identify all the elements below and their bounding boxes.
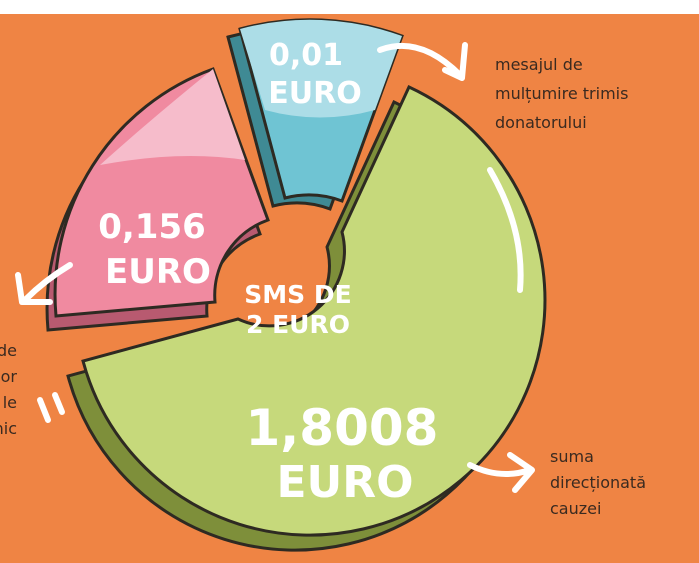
note: de	[0, 341, 17, 360]
note: cauzei	[550, 499, 601, 518]
arrow	[467, 452, 535, 493]
segment-unit: EURO	[105, 252, 211, 292]
segment-unit: EURO	[276, 457, 413, 508]
note: direcționată	[550, 473, 646, 492]
note: donatorului	[495, 113, 587, 132]
green-segment	[81, 85, 547, 537]
arrow	[377, 42, 468, 81]
blue-light	[240, 19, 402, 118]
segment-amount: 0,156	[98, 207, 206, 247]
segment-unit: EURO	[268, 76, 361, 111]
center-label: 2 EURO	[246, 310, 350, 339]
note: or	[1, 367, 18, 386]
note: suma	[550, 447, 594, 466]
center-label: SMS DE	[244, 280, 351, 309]
note: le	[3, 393, 17, 412]
note: mulțumire trimis	[495, 84, 628, 103]
segment-amount: 0,01	[269, 38, 343, 73]
note: nic	[0, 419, 17, 438]
arrow	[15, 262, 73, 305]
pink-light	[100, 69, 245, 165]
segment-amount: 1,8008	[246, 399, 439, 457]
note: mesajul de	[495, 55, 583, 74]
arrow	[37, 392, 65, 423]
highlight	[487, 167, 524, 293]
